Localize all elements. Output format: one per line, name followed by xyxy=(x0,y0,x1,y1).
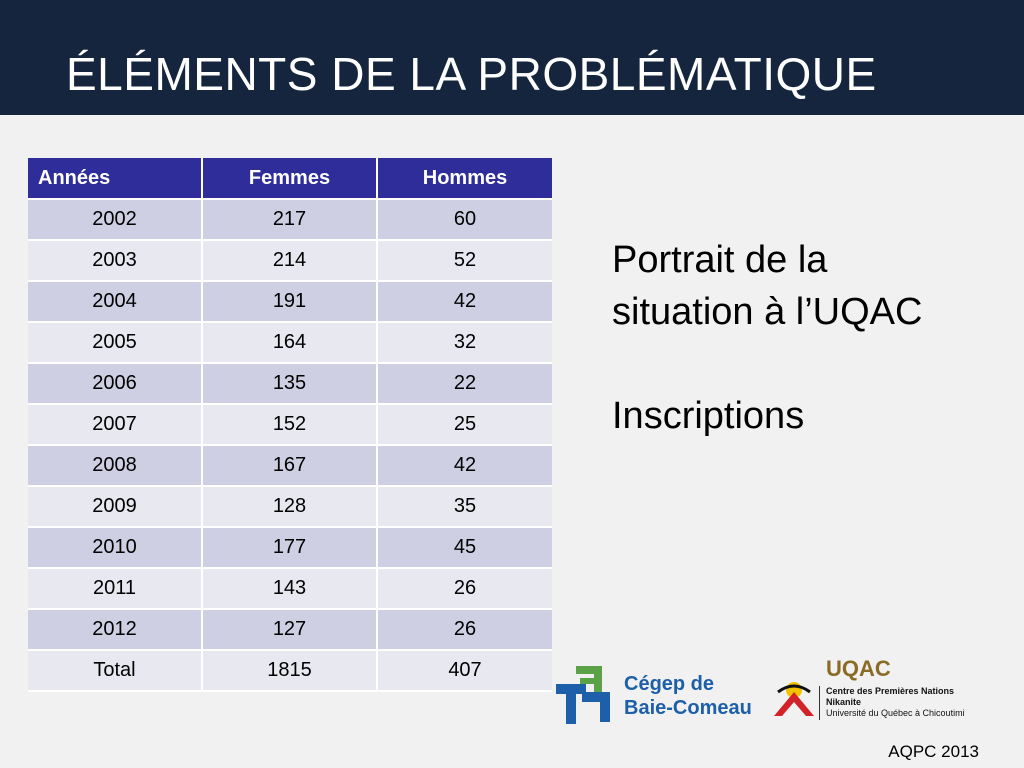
footer-credit: AQPC 2013 xyxy=(888,742,979,761)
cell-femmes: 1815 xyxy=(202,650,378,692)
uqac-line-1: Centre des Premières Nations xyxy=(826,686,955,696)
cegep-emblem-icon xyxy=(556,666,610,724)
cell-hommes: 45 xyxy=(377,527,552,569)
side-text: Portrait de la situation à l’UQAC Inscri… xyxy=(612,234,922,442)
header-femmes: Femmes xyxy=(202,158,378,200)
cell-hommes: 32 xyxy=(377,322,552,364)
cell-year: 2004 xyxy=(28,281,203,323)
enrollment-table: Années Femmes Hommes 2002 217 60 2003 214 52 2… xyxy=(28,158,552,692)
table-row: 2007 152 25 xyxy=(28,404,552,446)
table-row: 2005 164 32 xyxy=(28,322,552,364)
cell-hommes: 35 xyxy=(377,486,552,528)
header-hommes: Hommes xyxy=(377,158,552,200)
uqac-line-3: Université du Québec à Chicoutimi xyxy=(826,708,965,718)
cegep-name-line-1: Cégep de xyxy=(624,673,715,695)
cell-hommes: 26 xyxy=(377,609,552,651)
inscriptions-label: Inscriptions xyxy=(612,395,805,437)
cell-year: 2007 xyxy=(28,404,203,446)
cell-hommes: 42 xyxy=(377,281,552,323)
cell-femmes: 127 xyxy=(202,609,378,651)
cell-year: 2010 xyxy=(28,527,203,569)
slide-title: ÉLÉMENTS DE LA PROBLÉMATIQUE xyxy=(66,48,877,100)
cell-femmes: 135 xyxy=(202,363,378,405)
portrait-line-2: situation à l’UQAC xyxy=(612,291,923,333)
cell-hommes: 407 xyxy=(377,650,552,692)
cell-hommes: 42 xyxy=(377,445,552,487)
table-row: 2003 214 52 xyxy=(28,240,552,282)
table-row: 2002 217 60 xyxy=(28,199,552,241)
uqac-brand: UQAC xyxy=(826,656,891,681)
table-row: 2004 191 42 xyxy=(28,281,552,323)
cell-year: 2008 xyxy=(28,445,203,487)
cell-femmes: 177 xyxy=(202,527,378,569)
table-row: 2011 143 26 xyxy=(28,568,552,610)
cell-femmes: 152 xyxy=(202,404,378,446)
cell-year: 2011 xyxy=(28,568,203,610)
title-bar: ÉLÉMENTS DE LA PROBLÉMATIQUE xyxy=(0,0,1024,115)
cell-year: Total xyxy=(28,650,203,692)
portrait-line-1: Portrait de la xyxy=(612,239,828,281)
table-row: 2008 167 42 xyxy=(28,445,552,487)
cell-hommes: 60 xyxy=(377,199,552,241)
cell-femmes: 191 xyxy=(202,281,378,323)
uqac-emblem-icon xyxy=(774,682,814,716)
cegep-logo: Cégep de Baie-Comeau xyxy=(556,666,756,726)
cell-femmes: 128 xyxy=(202,486,378,528)
cell-year: 2009 xyxy=(28,486,203,528)
table-row: Total 1815 407 xyxy=(28,650,552,692)
uqac-logo: UQAC Centre des Premières Nations Nikani… xyxy=(772,656,1002,722)
table-row: 2006 135 22 xyxy=(28,363,552,405)
cell-femmes: 143 xyxy=(202,568,378,610)
table-row: 2009 128 35 xyxy=(28,486,552,528)
table-row: 2010 177 45 xyxy=(28,527,552,569)
table-row: 2012 127 26 xyxy=(28,609,552,651)
cell-hommes: 25 xyxy=(377,404,552,446)
cell-hommes: 22 xyxy=(377,363,552,405)
cell-year: 2002 xyxy=(28,199,203,241)
header-annees: Années xyxy=(28,158,203,200)
cegep-name-line-2: Baie-Comeau xyxy=(624,697,752,719)
cell-year: 2012 xyxy=(28,609,203,651)
cell-year: 2003 xyxy=(28,240,203,282)
uqac-line-2: Nikanite xyxy=(826,697,862,707)
table-body: 2002 217 60 2003 214 52 2004 191 42 2005 164 32 2006… xyxy=(28,199,552,692)
cell-year: 2005 xyxy=(28,322,203,364)
cell-femmes: 164 xyxy=(202,322,378,364)
cell-femmes: 214 xyxy=(202,240,378,282)
cell-year: 2006 xyxy=(28,363,203,405)
cell-femmes: 217 xyxy=(202,199,378,241)
cell-femmes: 167 xyxy=(202,445,378,487)
cell-hommes: 26 xyxy=(377,568,552,610)
cell-hommes: 52 xyxy=(377,240,552,282)
table-header-row: Années Femmes Hommes xyxy=(28,158,552,200)
